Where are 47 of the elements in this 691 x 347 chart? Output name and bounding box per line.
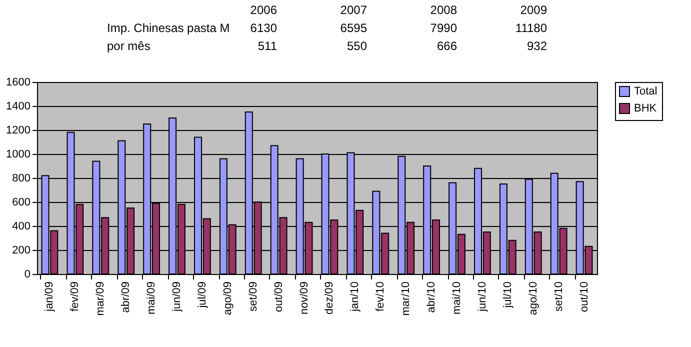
y-tick-label: 200 — [12, 244, 30, 256]
text: 2006 — [250, 3, 278, 17]
x-tick-label: set/09 — [247, 282, 260, 312]
text: 550 — [346, 39, 368, 53]
x-tick-label: jul/09 — [196, 282, 208, 309]
x-tick-label: dez/09 — [324, 282, 336, 315]
x-tick-label: fev/10 — [374, 282, 387, 312]
text: Imp. Chinesas pasta M — [107, 21, 230, 35]
text: 2009 — [520, 3, 548, 17]
y-tick-label: 400 — [12, 220, 30, 232]
x-tick-label: ago/09 — [222, 282, 234, 316]
legend-label: BHK — [634, 102, 658, 114]
y-tick-label: 1600 — [6, 76, 30, 88]
y-tick-label: 0 — [24, 268, 30, 280]
x-tick-label: out/09 — [272, 282, 285, 312]
text: por mês — [107, 39, 150, 53]
text: 7990 — [430, 21, 458, 35]
x-tick-label: jun/09 — [171, 282, 183, 312]
x-tick-label: fev/09 — [69, 282, 82, 312]
x-tick-label: jan/09 — [44, 282, 56, 312]
x-tick-label: mar/10 — [400, 282, 412, 316]
text: 6130 — [250, 21, 278, 35]
text: 2007 — [340, 3, 368, 17]
x-tick-label: jan/10 — [349, 282, 362, 312]
x-tick-label: jul/10 — [502, 282, 514, 309]
x-tick-label: nov/09 — [298, 282, 310, 315]
y-tick-label: 1400 — [6, 100, 30, 112]
y-tick-label: 1000 — [6, 148, 30, 160]
legend-label: Total — [634, 86, 658, 98]
text: 2008 — [430, 3, 458, 17]
x-tick-label: out/10 — [578, 282, 590, 312]
text: 511 — [258, 39, 278, 53]
text: 932 — [526, 39, 548, 53]
x-tick-label: ago/10 — [527, 282, 540, 316]
x-tick-label: mai/10 — [451, 282, 463, 315]
x-tick-label: set/10 — [552, 282, 565, 312]
y-tick-label: 1200 — [6, 124, 30, 136]
x-tick-label: abr/10 — [426, 282, 438, 313]
x-tick-label: mar/09 — [94, 282, 107, 316]
text: 666 — [436, 39, 458, 53]
text: 11180 — [515, 21, 548, 35]
x-tick-label: mai/09 — [146, 282, 158, 315]
y-tick-label: 800 — [12, 172, 30, 184]
text: 6595 — [340, 21, 368, 35]
x-tick-label: abr/09 — [120, 282, 132, 313]
x-tick-label: jun/10 — [476, 282, 488, 312]
y-tick-label: 600 — [12, 196, 30, 208]
